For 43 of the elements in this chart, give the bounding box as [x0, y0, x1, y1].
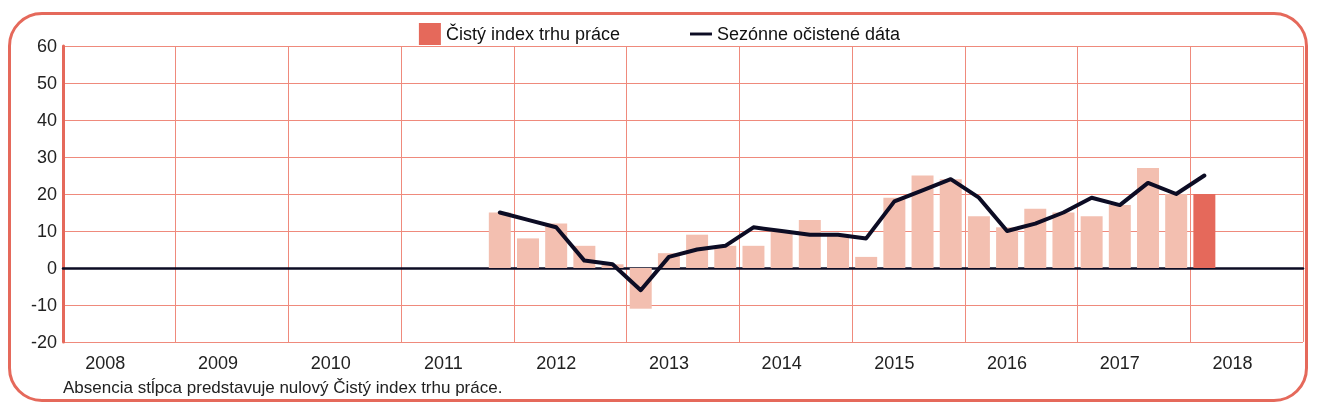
y-tick-label: 10	[36, 221, 57, 241]
text: Absencia stĺpca predstavuje nulový Čistý index trhu práce.	[63, 378, 503, 398]
bar	[1052, 212, 1075, 268]
x-tick-label: 2009	[197, 353, 239, 373]
bar	[911, 175, 934, 268]
bar	[1080, 216, 1103, 268]
bar	[883, 197, 906, 268]
bar	[517, 238, 539, 268]
y-tick-label: 40	[36, 110, 57, 130]
bar	[1165, 194, 1188, 268]
x-tick-label: 2013	[648, 353, 689, 373]
bar	[488, 212, 511, 268]
x-tick-label: 2017	[1099, 353, 1140, 373]
y-tick-label: 60	[36, 36, 57, 56]
bar	[1137, 168, 1159, 268]
x-tick-label: 2011	[424, 353, 463, 373]
bar	[939, 179, 962, 268]
bar	[996, 227, 1019, 268]
bar	[967, 216, 990, 268]
legend-label: Sezónne očistené dáta	[716, 24, 902, 44]
bar	[827, 234, 849, 268]
y-tick-label: 20	[36, 184, 57, 204]
x-tick-label: 2015	[874, 353, 915, 373]
legend-label: Čistý index trhu práce	[445, 23, 620, 44]
x-tick-label: 2016	[987, 353, 1028, 373]
x-tick-label: 2010	[310, 353, 351, 373]
x-tick-label: 2014	[761, 353, 802, 373]
x-tick-label: 2018	[1212, 353, 1253, 373]
x-tick-label: 2012	[536, 353, 577, 373]
bar	[1108, 205, 1131, 268]
y-tick-label: 0	[46, 258, 57, 278]
bar	[1024, 208, 1047, 268]
y-tick-label: -20	[30, 332, 57, 352]
bar	[855, 256, 878, 268]
x-tick-label: 2008	[85, 353, 126, 373]
y-tick-label: 50	[36, 73, 57, 93]
bar	[714, 245, 737, 268]
y-tick-label: 30	[36, 147, 57, 167]
bar	[1193, 194, 1216, 268]
bar	[742, 245, 765, 268]
bar	[770, 231, 793, 268]
bar	[798, 219, 821, 268]
y-tick-label: -10	[30, 295, 57, 315]
